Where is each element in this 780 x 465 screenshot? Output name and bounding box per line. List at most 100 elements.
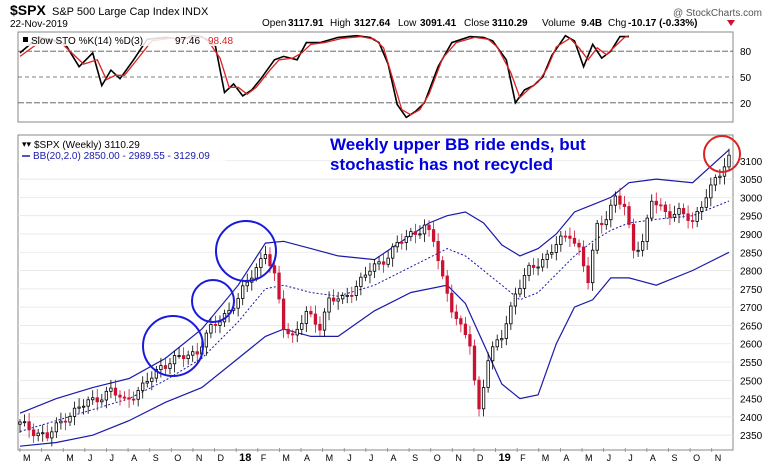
candle-body bbox=[686, 213, 690, 221]
candle-body bbox=[568, 235, 572, 239]
price-tick-2500: 2500 bbox=[740, 376, 763, 387]
price-legend-icon: ▾▾ bbox=[22, 139, 32, 149]
price-tick-3000: 3000 bbox=[740, 193, 763, 204]
symbol-name: S&P 500 Large Cap Index bbox=[52, 6, 180, 18]
candle-body bbox=[659, 204, 663, 207]
candle-body bbox=[18, 421, 22, 425]
candle-body bbox=[640, 241, 645, 251]
candle-body bbox=[63, 420, 68, 423]
price-tick-2550: 2550 bbox=[740, 358, 763, 369]
candle-body bbox=[91, 397, 95, 401]
candle-body bbox=[327, 297, 331, 313]
candle-body bbox=[713, 177, 718, 186]
price-tick-2450: 2450 bbox=[740, 395, 763, 406]
candle-body bbox=[341, 295, 345, 300]
candle-body bbox=[109, 387, 113, 392]
candle-body bbox=[709, 184, 713, 199]
candle-body bbox=[122, 396, 127, 399]
candle-body bbox=[377, 261, 381, 265]
candle-body bbox=[459, 318, 463, 325]
candle-body bbox=[372, 263, 377, 272]
candle-body bbox=[254, 267, 258, 279]
candle-body bbox=[586, 265, 590, 284]
candle-body bbox=[168, 363, 172, 369]
volume-value: 9.4B bbox=[581, 18, 602, 29]
x-tick-label: A bbox=[304, 453, 310, 463]
bb-middle-line bbox=[19, 200, 730, 432]
stoch-gridlines bbox=[18, 50, 733, 104]
x-tick-label: J bbox=[347, 453, 352, 463]
volume-label: Volume bbox=[542, 18, 576, 29]
candle-body bbox=[627, 206, 631, 225]
x-tick-label: O bbox=[693, 453, 700, 463]
candle-body bbox=[559, 235, 563, 246]
close-label: Close bbox=[464, 18, 490, 29]
x-tick-label: A bbox=[390, 453, 396, 463]
chg-label: Chg bbox=[608, 18, 626, 29]
highlight-circle-1 bbox=[142, 315, 204, 377]
candle-body bbox=[681, 208, 686, 215]
symbol-label: $SPX bbox=[10, 2, 46, 18]
x-tick-label: M bbox=[282, 453, 290, 463]
price-tick-3100: 3100 bbox=[740, 157, 763, 168]
exchange-label: INDX bbox=[182, 6, 209, 18]
x-tick-label: A bbox=[45, 453, 51, 463]
x-tick-label: O bbox=[174, 453, 181, 463]
x-tick-label: M bbox=[585, 453, 593, 463]
high-value: 3127.64 bbox=[354, 18, 391, 29]
candle-body bbox=[591, 249, 595, 284]
candle-body bbox=[145, 381, 149, 384]
x-tick-label: N bbox=[715, 453, 722, 463]
stoch-legend-swatch bbox=[23, 37, 28, 42]
candle-body bbox=[245, 281, 249, 287]
candle-body bbox=[563, 235, 568, 238]
high-label: High bbox=[330, 18, 351, 29]
candle-body bbox=[581, 246, 586, 267]
candle-body bbox=[545, 253, 549, 260]
annotation-line-2: stochastic has not recycled bbox=[330, 155, 553, 174]
price-tick-2750: 2750 bbox=[740, 285, 763, 296]
open-label: Open bbox=[262, 18, 286, 29]
candle-body bbox=[22, 421, 27, 424]
candle-body bbox=[518, 287, 522, 295]
stoch-d-value: 98.48 bbox=[208, 36, 233, 47]
x-tick-label: J bbox=[88, 453, 93, 463]
price-legend-bg bbox=[20, 137, 225, 163]
candle-body bbox=[191, 351, 195, 356]
low-label: Low bbox=[398, 18, 417, 29]
candle-body bbox=[595, 222, 599, 251]
candle-body bbox=[195, 351, 199, 355]
candle-body bbox=[477, 379, 481, 410]
candle-body bbox=[672, 213, 677, 218]
candle-body bbox=[500, 338, 504, 341]
x-tick-label: S bbox=[412, 453, 418, 463]
x-tick-label: F bbox=[261, 453, 267, 463]
highlight-circle-red bbox=[703, 135, 741, 173]
candle-body bbox=[650, 200, 654, 219]
x-tick-label: 18 bbox=[239, 452, 251, 464]
watermark: @ StockCharts.com bbox=[673, 8, 762, 19]
price-tick-2950: 2950 bbox=[740, 212, 763, 223]
candle-body bbox=[541, 259, 545, 268]
candle-body bbox=[445, 275, 449, 294]
x-tick-label: N bbox=[196, 453, 203, 463]
price-tick-2400: 2400 bbox=[740, 413, 763, 424]
candle-body bbox=[468, 334, 472, 347]
stoch-tick-20: 20 bbox=[740, 99, 752, 110]
price-tick-labels: 2350 2400 2450 2500 2550 2600 2650 2700 2750 2800… bbox=[740, 157, 763, 442]
close-value: 3110.29 bbox=[492, 18, 528, 29]
candle-body bbox=[272, 265, 277, 274]
candle-body bbox=[422, 224, 427, 235]
candle-body bbox=[268, 254, 272, 267]
candle-body bbox=[259, 258, 263, 268]
candle-body bbox=[418, 233, 422, 236]
x-tick-label: M bbox=[23, 453, 31, 463]
candle-body bbox=[436, 241, 440, 262]
candle-body bbox=[572, 237, 577, 244]
candle-body bbox=[631, 224, 636, 251]
price-tick-2350: 2350 bbox=[740, 431, 763, 442]
candle-body bbox=[150, 377, 154, 382]
x-tick-label: A bbox=[131, 453, 137, 463]
open-value: 3117.91 bbox=[288, 18, 324, 29]
